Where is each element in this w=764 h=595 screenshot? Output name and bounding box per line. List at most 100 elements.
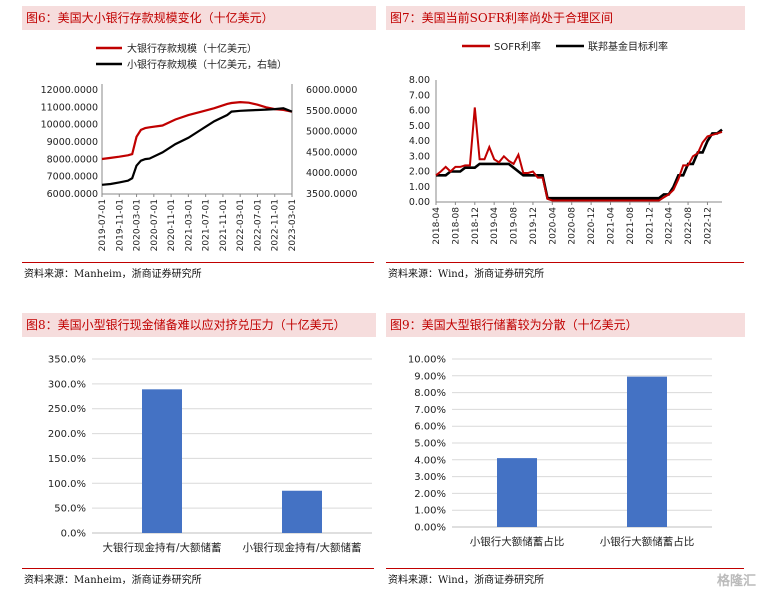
cash-reserve-chart: 0.0% 50.0% 100.0% 150.0% 200.0% 250.0% 300.0% 3… [48,355,372,554]
y-tick-label: 4.00% [414,455,446,466]
y-tick-label: 2.00 [409,167,430,178]
y-right-tick-label: 6000.0000 [306,85,357,96]
chart-source: 资料来源：Manheim，浙商证券研究所 [24,269,202,280]
legend-label: 联邦基金目标利率 [588,40,668,53]
y-tick-label: 0.00% [414,523,446,534]
y-tick-label: 9.00% [414,371,446,382]
chart-title: 图8：美国小型银行现金储备难以应对挤兑压力（十亿美元） [22,313,376,337]
y-tick-label: 1.00 [409,182,430,193]
chart-panel-deposits: 图6：美国大小银行存款规模变化（十亿美元） 大银行存款规模（十亿美元） 小银行存款… [22,6,380,286]
y-tick-label: 350.0% [48,355,86,366]
y-right-tick-label: 4000.0000 [306,168,357,179]
x-tick-label: 2020-03-01 [133,199,143,251]
chart-source: 资料来源：Wind，浙商证券研究所 [388,575,545,586]
x-tick-label: 2018-04 [432,207,442,245]
x-tick-label: 2018-08 [451,207,461,245]
x-tick-label: 2020-11-01 [167,199,177,251]
series-line [436,128,723,200]
x-category-label: 小银行大额储蓄占比 [600,535,695,548]
bar [142,389,182,533]
x-tick-label: 2020-07-01 [150,199,160,251]
bar [627,376,667,527]
y-left-tick-label: 9000.0000 [47,137,98,148]
y-right-tick-label: 5500.0000 [306,106,357,117]
x-tick-label: 2022-11-01 [271,199,281,251]
x-tick-label: 2021-08 [626,207,636,245]
x-tick-label: 2020-12 [587,207,597,245]
x-tick-label: 2021-11-01 [219,199,229,251]
x-tick-label: 2019-11-01 [115,199,125,251]
x-category-label: 小银行大额储蓄占比 [470,535,565,548]
x-category-label: 大银行现金持有/大额储蓄 [102,541,221,554]
bar [282,490,322,533]
y-left-tick-label: 10000.0000 [41,120,98,131]
deposits-chart: 大银行存款规模（十亿美元） 小银行存款规模（十亿美元，右轴） 6000.0000 70… [41,42,358,251]
x-tick-label: 2021-12 [645,207,655,245]
x-tick-label: 2022-03-01 [236,199,246,251]
legend-label: 大银行存款规模（十亿美元） [127,42,257,55]
y-tick-label: 250.0% [48,404,86,415]
y-tick-label: 8.00 [409,75,430,86]
series-line [101,107,293,186]
deposit-share-chart: 0.00% 1.00% 2.00% 3.00% 4.00% 5.00% 6.00% 7.00%… [408,355,712,548]
chart-panel-deposit-share: 图9：美国大型银行储蓄较为分散（十亿美元） 0.00% 1.00% 2.00% 3.0… [386,313,758,593]
chart-panel-sofr: 图7：美国当前SOFR利率尚处于合理区间 SOFR利率 联邦基金目标利率 0.00 1… [386,6,758,286]
x-tick-label: 2022-07-01 [253,199,263,251]
legend-label: 小银行存款规模（十亿美元，右轴） [127,58,287,71]
x-tick-label: 2022-04 [665,207,675,245]
y-right-tick-label: 3500.0000 [306,189,357,200]
y-tick-label: 7.00 [409,90,430,101]
chart-source: 资料来源：Wind，浙商证券研究所 [388,269,545,280]
y-tick-label: 0.00 [409,197,430,208]
y-tick-label: 0.0% [61,529,86,540]
y-right-tick-label: 4500.0000 [306,147,357,158]
x-tick-label: 2019-04 [490,207,500,245]
y-right-tick-label: 5000.0000 [306,127,357,138]
x-category-label: 小银行现金持有/大额储蓄 [242,541,361,554]
y-left-tick-label: 11000.0000 [41,102,98,113]
x-tick-label: 2023-03-01 [288,199,298,251]
chart-title: 图9：美国大型银行储蓄较为分散（十亿美元） [386,313,745,337]
y-tick-label: 300.0% [48,379,86,390]
x-tick-label: 2019-12 [529,207,539,245]
x-tick-label: 2022-08 [684,207,694,245]
x-tick-label: 2020-04 [548,207,558,245]
x-tick-label: 2021-03-01 [184,199,194,251]
x-tick-label: 2019-07-01 [98,199,108,251]
y-tick-label: 2.00% [414,489,446,500]
y-tick-label: 3.00 [409,151,430,162]
x-tick-label: 2020-08 [568,207,578,245]
y-tick-label: 6.00 [409,106,430,117]
watermark-logo: 格隆汇 [716,574,756,589]
chart-title: 图6：美国大小银行存款规模变化（十亿美元） [22,6,376,30]
y-left-tick-label: 6000.0000 [47,189,98,200]
y-tick-label: 8.00% [414,388,446,399]
y-left-tick-label: 8000.0000 [47,154,98,165]
y-tick-label: 4.00 [409,136,430,147]
series-line [435,107,723,202]
y-tick-label: 100.0% [48,479,86,490]
x-tick-label: 2021-07-01 [202,199,212,251]
y-tick-label: 10.00% [408,355,446,366]
y-left-tick-label: 12000.0000 [41,85,98,96]
bar [497,458,537,527]
y-tick-label: 50.0% [54,504,86,515]
chart-panel-cash-reserve: 图8：美国小型银行现金储备难以应对挤兑压力（十亿美元） 0.0% 50.0% 100… [22,313,380,593]
y-tick-label: 200.0% [48,429,86,440]
x-tick-label: 2021-04 [607,207,617,245]
x-tick-label: 2022-12 [703,207,713,245]
y-tick-label: 6.00% [414,422,446,433]
legend-label: SOFR利率 [494,40,541,53]
chart-title: 图7：美国当前SOFR利率尚处于合理区间 [386,6,745,30]
sofr-chart: SOFR利率 联邦基金目标利率 0.00 1.00 2.00 3.00 4.00 5.00 6.… [409,40,723,245]
series-line [101,100,293,161]
y-tick-label: 7.00% [414,405,446,416]
y-tick-label: 5.00 [409,121,430,132]
x-tick-label: 2018-12 [471,207,481,245]
y-tick-label: 1.00% [414,506,446,517]
chart-source: 资料来源：Manheim，浙商证券研究所 [24,575,202,586]
y-tick-label: 3.00% [414,472,446,483]
y-tick-label: 5.00% [414,439,446,450]
y-tick-label: 150.0% [48,454,86,465]
x-tick-label: 2019-08 [510,207,520,245]
